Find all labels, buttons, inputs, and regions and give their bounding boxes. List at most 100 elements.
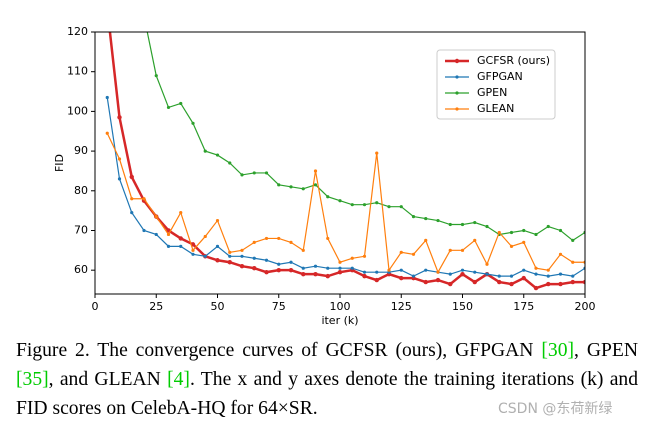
point xyxy=(179,101,183,106)
point xyxy=(326,195,330,199)
point xyxy=(240,248,244,252)
point xyxy=(362,203,367,207)
point xyxy=(411,252,416,256)
point xyxy=(424,238,428,243)
point xyxy=(239,264,245,269)
point xyxy=(338,260,342,264)
point xyxy=(301,271,306,277)
point xyxy=(215,218,220,223)
point xyxy=(264,269,269,275)
point xyxy=(546,281,551,287)
caption-text: , GPEN xyxy=(574,340,639,361)
point xyxy=(350,203,354,207)
point xyxy=(509,244,514,248)
point xyxy=(301,187,305,191)
point xyxy=(264,171,269,175)
point xyxy=(277,262,281,266)
point xyxy=(313,169,318,173)
point xyxy=(546,224,550,229)
axes-frame xyxy=(94,31,586,295)
point xyxy=(558,281,563,287)
point xyxy=(509,274,514,278)
legend-box xyxy=(436,49,556,120)
point xyxy=(375,270,379,274)
y-tick-label: 100 xyxy=(67,104,88,117)
plot-area xyxy=(105,6,585,291)
citation[interactable]: [30] xyxy=(541,340,575,361)
point xyxy=(362,270,367,274)
point xyxy=(399,275,404,281)
point xyxy=(460,222,465,227)
point xyxy=(313,183,318,187)
point xyxy=(460,271,465,277)
legend-marker xyxy=(455,75,459,79)
point xyxy=(497,274,501,278)
x-tick-label: 25 xyxy=(149,300,163,313)
caption-text: Figure 2. The convergence curves of GCFS… xyxy=(16,340,542,361)
point xyxy=(509,281,514,287)
point xyxy=(522,228,526,233)
point xyxy=(582,279,585,285)
point xyxy=(326,236,330,241)
point xyxy=(338,266,342,270)
point xyxy=(191,248,195,252)
caption: Figure 2. The convergence curves of GCFS… xyxy=(16,336,638,423)
point xyxy=(166,244,171,248)
y-tick-label: 60 xyxy=(74,263,88,276)
chart: iter (k) FID 0 25 50 75 100 125 150 175 200 60 70 8… xyxy=(53,6,596,327)
point xyxy=(460,248,465,252)
point xyxy=(178,236,183,241)
point xyxy=(534,272,538,276)
point xyxy=(362,273,367,279)
point xyxy=(288,267,294,273)
x-tick-label: 100 xyxy=(330,300,351,313)
point xyxy=(301,266,305,270)
point xyxy=(252,240,256,244)
point xyxy=(154,232,158,237)
point xyxy=(142,228,146,233)
point xyxy=(154,214,158,219)
legend-label: GFPGAN xyxy=(477,70,523,83)
point xyxy=(485,262,489,266)
point xyxy=(252,171,256,175)
point xyxy=(435,277,441,283)
point xyxy=(252,256,256,260)
point xyxy=(350,266,354,270)
point xyxy=(558,252,563,256)
caption-text: . The x and y axes denote the training i… xyxy=(16,369,638,419)
point xyxy=(215,244,220,248)
point xyxy=(411,214,416,219)
point xyxy=(424,216,428,221)
legend-label: GCFSR (ours) xyxy=(477,54,550,67)
point xyxy=(362,254,367,258)
point xyxy=(424,268,428,272)
point xyxy=(117,177,122,181)
point xyxy=(533,285,539,291)
point xyxy=(485,272,489,276)
point xyxy=(227,260,232,265)
point xyxy=(436,218,440,223)
point xyxy=(301,248,305,252)
point xyxy=(142,15,145,18)
point xyxy=(105,6,109,10)
x-tick-label: 175 xyxy=(513,300,534,313)
point xyxy=(289,185,293,189)
point xyxy=(289,260,293,264)
point xyxy=(105,131,109,135)
point xyxy=(130,197,134,201)
point xyxy=(350,256,354,260)
point xyxy=(215,258,220,263)
point xyxy=(154,74,158,78)
point xyxy=(448,248,452,252)
point xyxy=(448,222,452,227)
point xyxy=(117,157,122,161)
point xyxy=(240,173,244,177)
citation[interactable]: [35] xyxy=(16,369,49,390)
citation[interactable]: [4] xyxy=(167,369,190,390)
point xyxy=(142,197,146,201)
point xyxy=(509,230,514,235)
point xyxy=(571,238,575,243)
x-tick-label: 0 xyxy=(92,300,99,313)
point xyxy=(387,268,391,272)
